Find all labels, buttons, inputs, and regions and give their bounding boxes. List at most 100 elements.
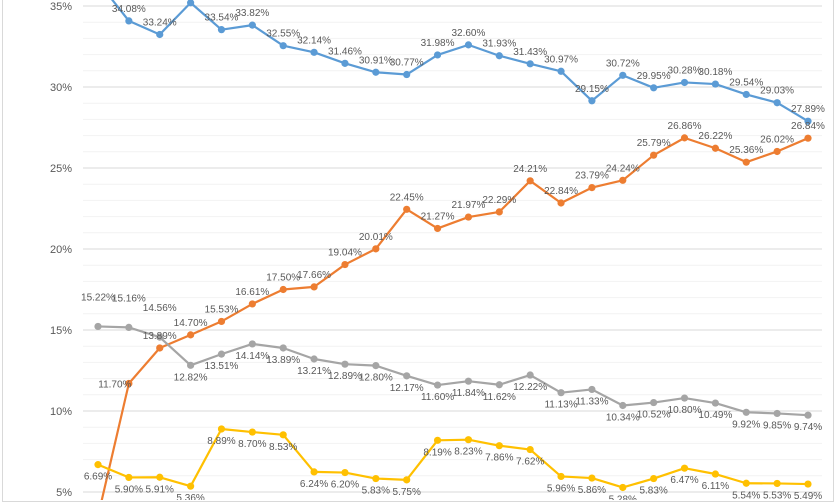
data-label: 15.53% — [205, 304, 239, 315]
y-tick-label: 10% — [50, 406, 72, 418]
data-point — [341, 59, 349, 67]
data-point — [773, 479, 781, 488]
data-point — [433, 436, 442, 444]
data-point — [248, 428, 256, 436]
data-point — [588, 385, 596, 394]
gridlines — [83, 5, 822, 493]
data-label: 6.24% — [300, 479, 328, 490]
data-label: 26.02% — [760, 134, 794, 145]
data-point — [804, 411, 812, 419]
data-label: 5.86% — [578, 485, 606, 496]
data-point — [495, 208, 503, 216]
data-point — [526, 371, 534, 379]
data-point — [619, 71, 627, 79]
data-point — [773, 147, 781, 156]
data-point — [680, 134, 689, 142]
data-point — [804, 117, 812, 125]
data-label: 29.03% — [760, 86, 794, 97]
data-label: 14.70% — [174, 318, 208, 329]
data-label: 5.36% — [176, 493, 204, 500]
data-point — [156, 344, 164, 352]
data-point — [557, 199, 565, 207]
data-point — [279, 344, 287, 352]
data-label: 30.72% — [606, 58, 640, 69]
data-label: 17.66% — [297, 270, 331, 281]
data-point — [804, 134, 812, 142]
y-tick-label: 15% — [50, 325, 72, 337]
data-label: 5.83% — [362, 486, 390, 497]
data-point — [588, 474, 596, 482]
data-label: 9.92% — [732, 419, 760, 430]
data-point — [94, 322, 102, 331]
data-point — [372, 68, 380, 76]
data-point — [372, 474, 380, 483]
y-tick-label: 5% — [56, 487, 72, 499]
data-point — [742, 90, 750, 99]
data-point — [464, 213, 473, 221]
data-point — [557, 472, 565, 481]
data-point — [526, 177, 534, 185]
data-point — [217, 425, 226, 433]
data-label: 5.54% — [732, 490, 760, 500]
data-label: 7.86% — [485, 453, 513, 464]
data-label: 7.62% — [516, 457, 544, 468]
data-label: 5.91% — [146, 484, 174, 495]
data-label: 30.77% — [390, 58, 424, 69]
data-label: 16.61% — [235, 287, 269, 298]
data-point — [619, 401, 627, 410]
data-label: 6.69% — [84, 472, 112, 483]
data-point — [495, 52, 503, 60]
data-label: 33.54% — [205, 13, 239, 24]
data-point — [495, 381, 503, 389]
data-point — [248, 21, 256, 29]
data-point — [433, 381, 442, 389]
data-point — [403, 205, 411, 213]
data-label: 30.97% — [544, 54, 578, 65]
data-point — [125, 379, 133, 388]
data-label: 24.21% — [513, 164, 547, 175]
data-label: 22.29% — [482, 195, 516, 206]
data-label: 12.17% — [390, 383, 424, 394]
data-label: 6.20% — [331, 480, 359, 491]
data-point — [187, 0, 195, 7]
data-label: 13.89% — [266, 355, 300, 366]
data-label: 5.83% — [639, 486, 667, 497]
data-label: 17.50% — [266, 273, 300, 284]
data-label: 22.45% — [390, 192, 424, 203]
data-label: 31.93% — [482, 39, 516, 50]
data-point — [650, 84, 658, 92]
data-label: 5.96% — [547, 483, 575, 494]
data-label: 25.79% — [637, 138, 671, 149]
data-point — [156, 473, 164, 481]
series-line — [100, 136, 809, 500]
data-label: 12.89% — [328, 371, 362, 382]
data-label: 10.49% — [698, 410, 732, 421]
data-label: 26.86% — [668, 121, 702, 132]
data-point — [341, 260, 349, 269]
data-point — [433, 51, 442, 59]
data-point — [773, 409, 781, 418]
data-label: 13.21% — [297, 366, 331, 377]
data-point — [804, 480, 812, 488]
data-point — [94, 461, 102, 469]
data-point — [680, 394, 689, 402]
data-label: 29.54% — [729, 77, 763, 88]
data-point — [403, 372, 411, 380]
data-label: 33.82% — [235, 8, 269, 19]
data-point — [557, 67, 565, 75]
data-point — [125, 323, 133, 332]
y-axis: 5% 10% 15% 20% 25% 30% 35% — [50, 1, 72, 499]
data-point — [680, 464, 689, 472]
data-point — [125, 473, 133, 482]
data-label: 32.14% — [297, 35, 331, 46]
data-point — [495, 442, 503, 450]
y-tick-label: 25% — [50, 163, 72, 175]
series-2 — [94, 322, 812, 419]
data-point — [310, 355, 318, 363]
data-label: 33.24% — [143, 18, 177, 29]
data-point — [619, 176, 627, 184]
data-point — [650, 151, 658, 159]
data-point — [187, 331, 195, 339]
data-label: 31.43% — [513, 47, 547, 58]
